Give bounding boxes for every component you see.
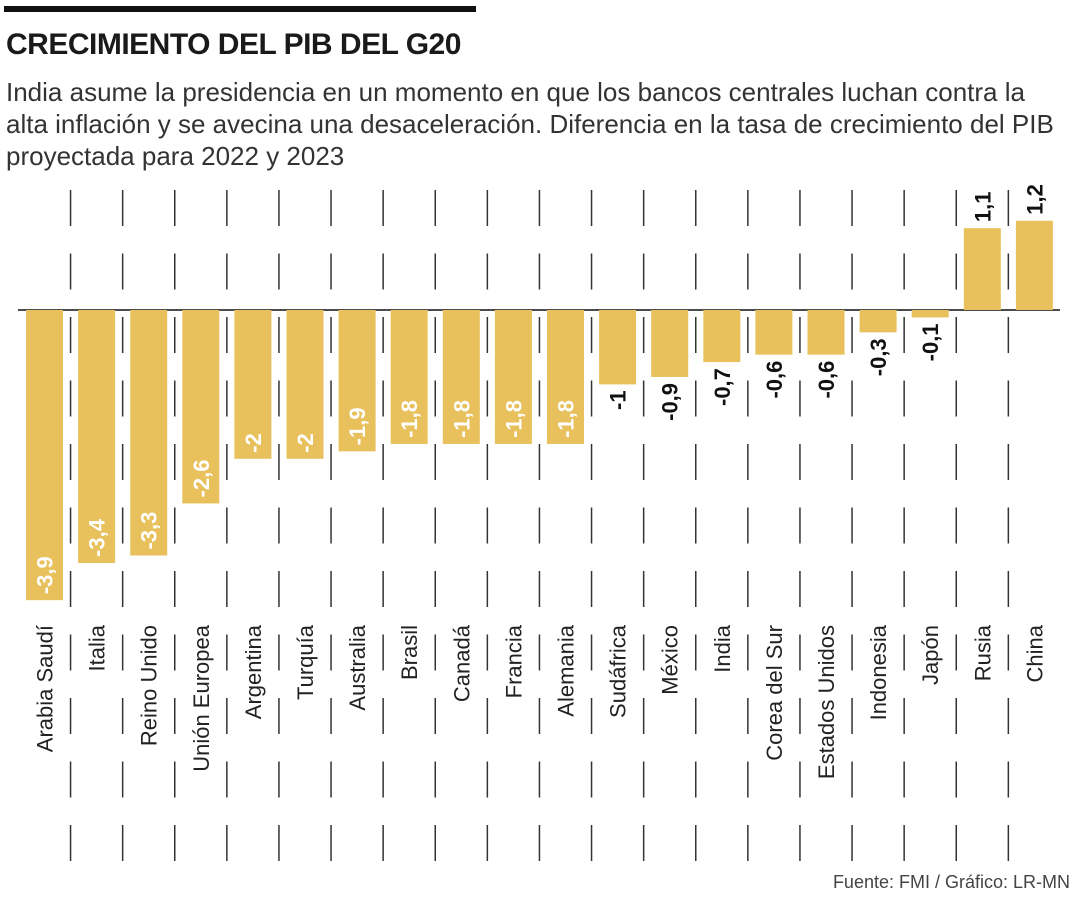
category-label: Japón (918, 625, 943, 685)
category-label: Reino Unido (137, 625, 162, 746)
category-label: México (658, 625, 683, 695)
bar (182, 310, 220, 504)
data-label: -1,8 (554, 400, 579, 438)
category-label: Unión Europea (189, 624, 214, 772)
bar (911, 310, 949, 318)
category-label: India (710, 624, 735, 672)
category-label: Estados Unidos (814, 625, 839, 779)
category-label: Corea del Sur (762, 625, 787, 761)
bar (755, 310, 793, 355)
category-label: Australia (345, 624, 370, 710)
bar (547, 310, 584, 444)
category-label: Arabia Saudí (33, 625, 58, 752)
bar (807, 310, 845, 355)
category-label: Italia (85, 624, 110, 671)
header-rule (4, 6, 476, 12)
data-label: -0,7 (710, 368, 735, 406)
category-label: Sudáfrica (606, 624, 631, 718)
data-label: -2 (293, 433, 318, 453)
category-label: Turquía (293, 624, 318, 700)
bar (494, 310, 532, 444)
bar (859, 310, 897, 333)
category-label: Brasil (397, 625, 422, 680)
bar (286, 310, 324, 459)
bar (338, 310, 376, 452)
bar (234, 310, 272, 459)
category-label: Rusia (970, 624, 995, 681)
chart-title: CRECIMIENTO DEL PIB DEL G20 (6, 28, 461, 61)
data-label: 1,1 (970, 192, 995, 223)
data-label: -3,9 (33, 556, 58, 594)
data-label: -0,6 (762, 361, 787, 399)
data-label: -0,1 (918, 323, 943, 361)
data-label: -0,3 (866, 338, 891, 376)
category-label: Alemania (554, 624, 579, 716)
category-label: China (1022, 624, 1047, 682)
bar (963, 228, 1001, 310)
bar (390, 310, 428, 444)
data-label: -3,4 (85, 518, 110, 557)
data-label: -1,8 (449, 400, 474, 438)
bar (1015, 220, 1053, 310)
data-label: -3,3 (137, 512, 162, 550)
bar (703, 310, 741, 363)
category-label: Indonesia (866, 624, 891, 720)
bar (651, 310, 689, 377)
data-label: -1,9 (345, 407, 370, 445)
bar (130, 310, 168, 556)
data-label: -1 (606, 390, 631, 410)
category-label: Argentina (241, 624, 266, 719)
bar (78, 310, 116, 563)
data-label: -0,9 (658, 383, 683, 421)
data-label: -2 (241, 433, 266, 453)
data-label: 1,2 (1022, 184, 1047, 215)
category-label: Canadá (449, 624, 474, 702)
data-label: -0,6 (814, 361, 839, 399)
category-label: Francia (501, 624, 526, 698)
chart-subtitle: India asume la presidencia en un momento… (6, 77, 1054, 171)
data-label: -1,8 (397, 400, 422, 438)
bar (26, 310, 63, 601)
data-label: -1,8 (501, 400, 526, 438)
bar (442, 310, 480, 444)
source-note: Fuente: FMI / Gráfico: LR-MN (832, 872, 1070, 892)
data-label: -2,6 (189, 460, 214, 498)
bar (599, 310, 637, 385)
